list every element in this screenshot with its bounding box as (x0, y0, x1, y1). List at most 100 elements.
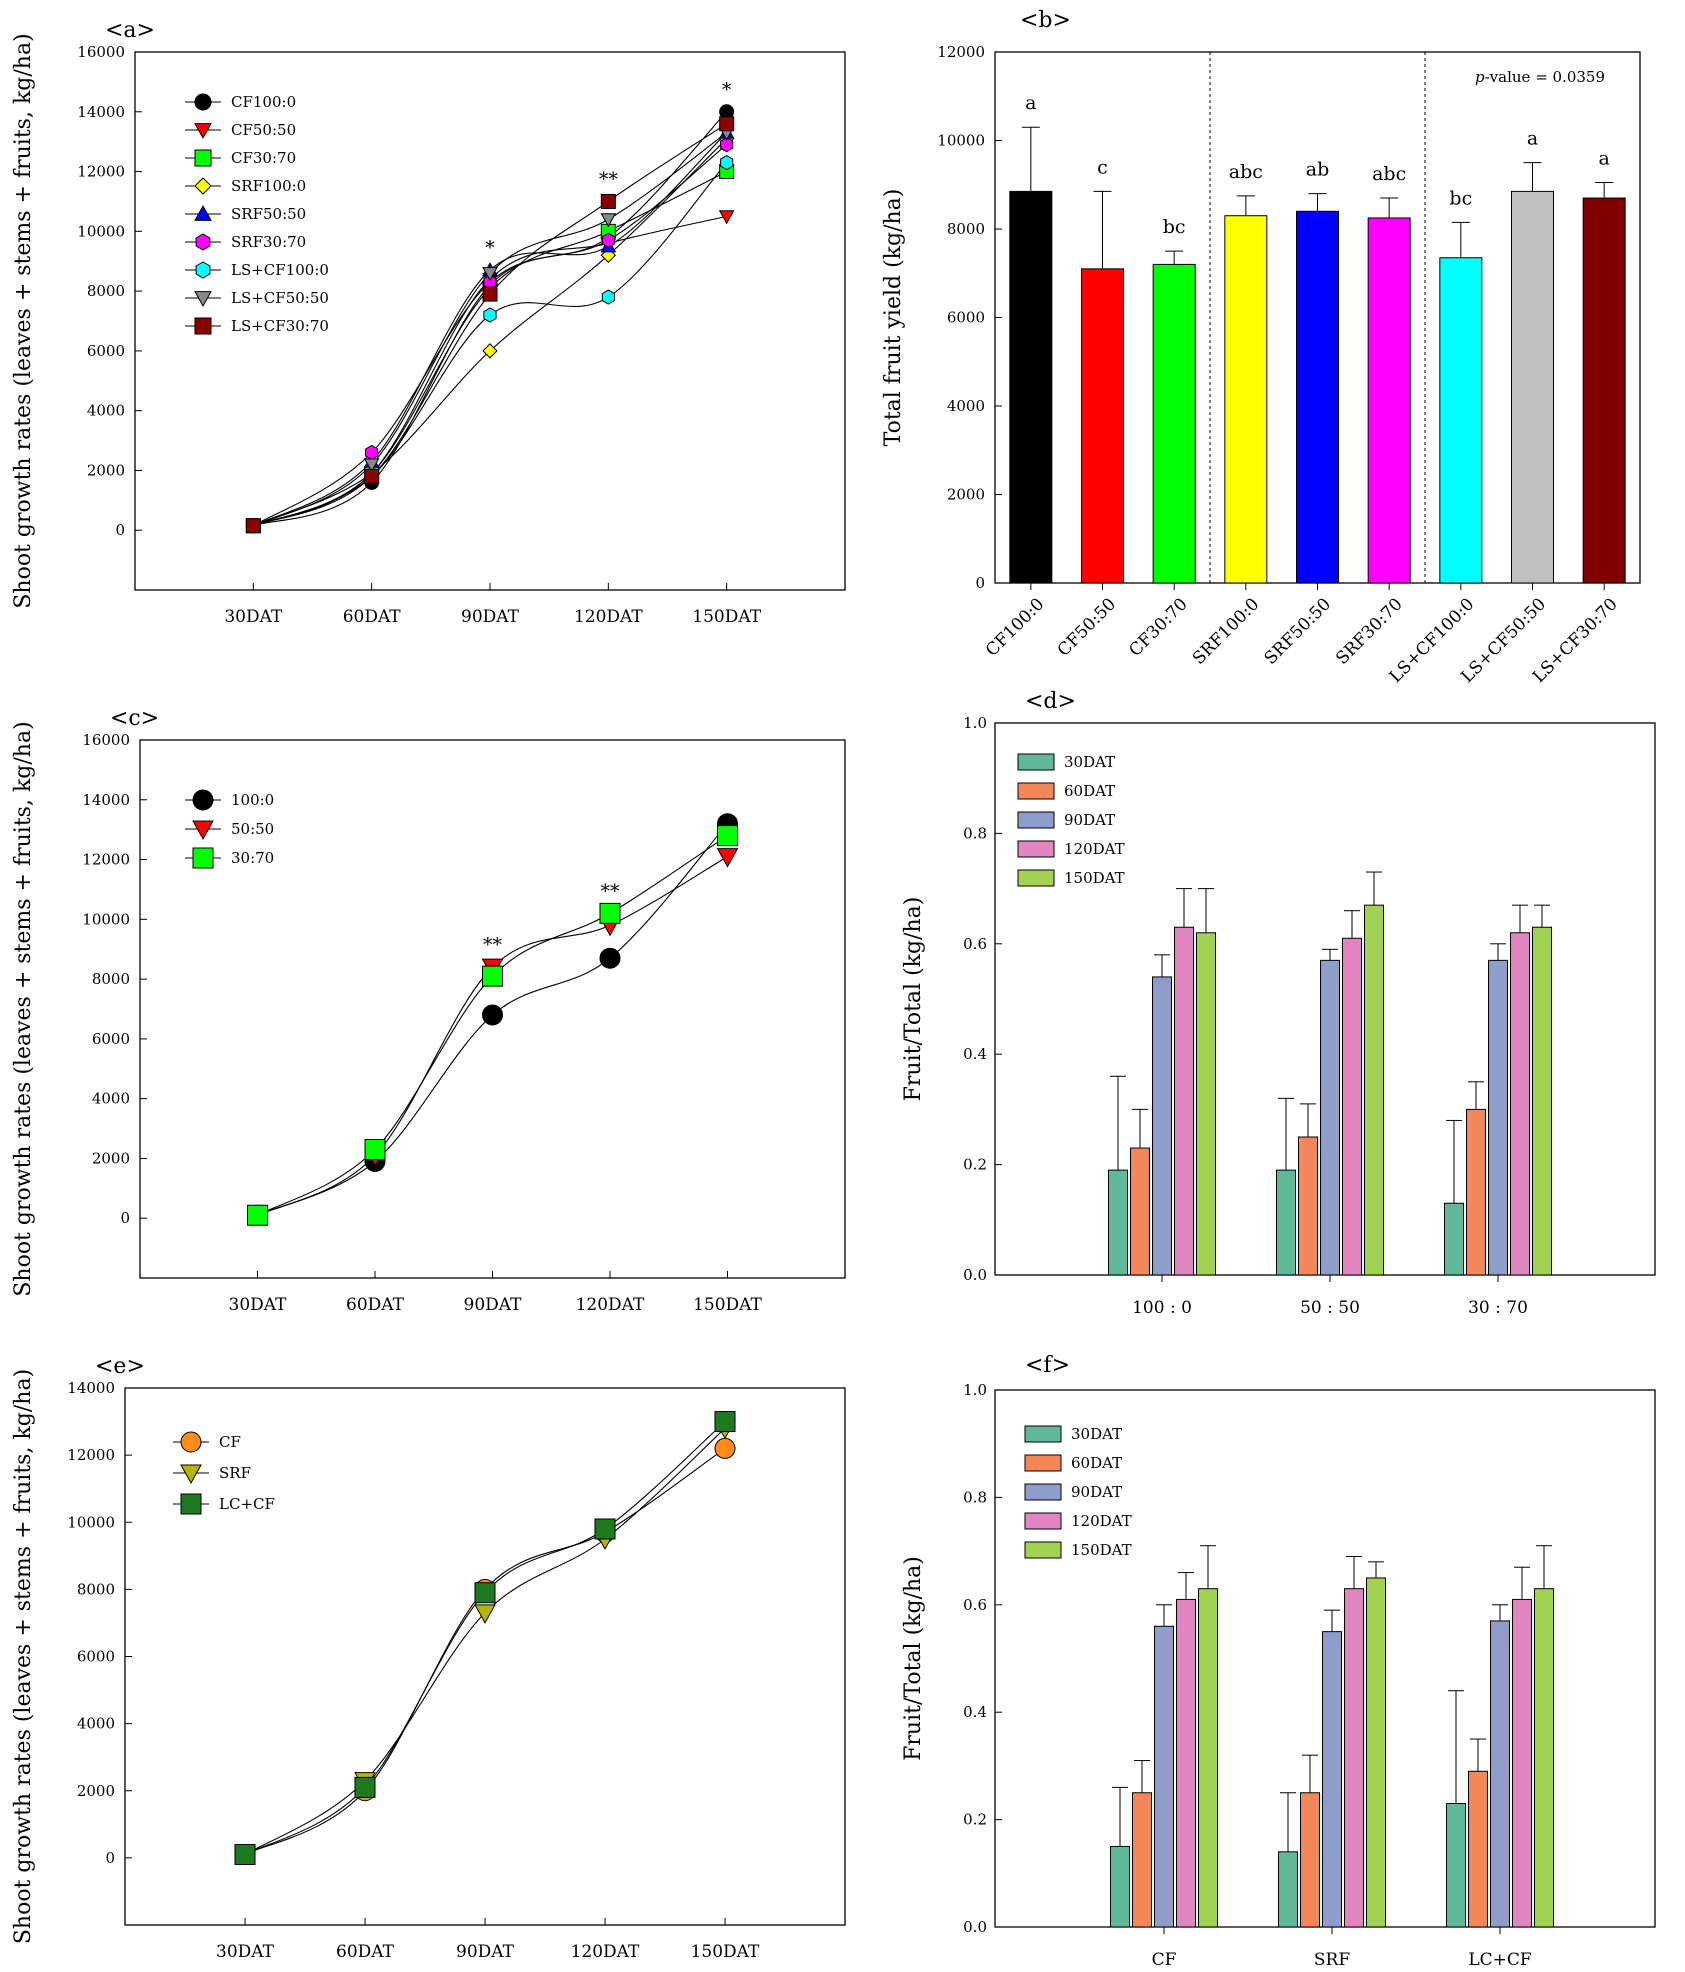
data-point-30:70 (364, 1138, 386, 1160)
bar-60DAT (1468, 1770, 1488, 1928)
bar-120DAT (1512, 1598, 1532, 1928)
bar-120DAT (1510, 932, 1530, 1276)
chart-panel-b: <b> Total fruit yield (kg/ha) 0 2000 4000 600… (881, 8, 1641, 687)
bar-30DAT (1110, 1845, 1130, 1928)
x-tick-label: 50 : 50 (1300, 1298, 1360, 1318)
legend-marker (180, 1493, 202, 1515)
data-point-LC+CF (234, 1844, 256, 1866)
y-tick-label: 14000 (82, 791, 130, 809)
data-point-30:70 (482, 965, 503, 987)
data-point-LS+CF30:70 (245, 518, 261, 534)
y-axis-label: Fruit/Total (kg/ha) (901, 1556, 926, 1761)
y-tick-label: 10000 (77, 222, 125, 240)
legend-label: SRF30:70 (231, 233, 306, 251)
bar-120DAT (1342, 937, 1362, 1276)
y-axis-label: Total fruit yield (kg/ha) (881, 189, 906, 447)
data-point-CF50:50 (718, 210, 735, 225)
legend-swatch (1024, 1425, 1062, 1443)
y-tick-label: 2000 (87, 461, 125, 479)
y-tick-label: 10000 (82, 910, 130, 928)
data-point-30:70 (717, 825, 738, 847)
bar-150DAT (1532, 926, 1552, 1276)
y-tick-label: 2000 (92, 1149, 130, 1167)
significance-letter: ab (1306, 159, 1330, 181)
data-point-LS+CF30:70 (364, 468, 380, 484)
x-tick-label: 60DAT (343, 607, 402, 627)
y-tick-label: 0.8 (963, 1488, 987, 1506)
data-point-SRF30:70 (720, 137, 734, 153)
significance-letter: abc (1372, 163, 1406, 185)
panel-label: <b> (1020, 8, 1071, 33)
y-tick-label: 0 (105, 1849, 115, 1867)
legend-marker (194, 291, 212, 308)
significance-letter: abc (1229, 161, 1263, 183)
legend-label: 100:0 (231, 791, 274, 809)
significance-letter: bc (1163, 216, 1186, 238)
legend-swatch (1024, 1454, 1062, 1472)
legend-swatch (1017, 840, 1055, 858)
significance-marker: * (485, 237, 495, 259)
bar-150DAT (1534, 1588, 1554, 1928)
legend-marker (194, 123, 212, 140)
bar-150DAT (1364, 904, 1384, 1276)
legend-label: LS+CF100:0 (231, 261, 329, 279)
bar-90DAT (1322, 1631, 1342, 1928)
bar-150DAT (1366, 1577, 1386, 1928)
y-tick-label: 2000 (77, 1782, 115, 1800)
legend-label: 30DAT (1064, 753, 1115, 771)
p-value-text: -value = 0.0359 (1485, 68, 1605, 86)
bar-LS+CF30:70 (1582, 197, 1626, 584)
data-point-LS+CF50:50 (600, 213, 617, 228)
legend-marker (195, 233, 211, 251)
legend-marker (194, 93, 212, 111)
legend-label: SRF (219, 1464, 251, 1482)
y-tick-label: 0.6 (963, 1596, 987, 1614)
legend-marker (195, 261, 211, 279)
data-point-SRF30:70 (601, 232, 615, 248)
bar-30DAT (1276, 1169, 1296, 1276)
y-tick-label: 0.8 (963, 824, 987, 842)
y-tick-label: 6000 (87, 342, 125, 360)
legend-swatch (1024, 1541, 1062, 1559)
legend-label: 150DAT (1071, 1541, 1132, 1559)
data-point-LC+CF (474, 1582, 496, 1604)
legend-label: 90DAT (1071, 1483, 1122, 1501)
y-tick-label: 0 (975, 574, 985, 592)
legend-marker (194, 149, 212, 167)
bar-90DAT (1152, 976, 1172, 1276)
y-tick-label: 2000 (947, 486, 985, 504)
y-tick-label: 4000 (77, 1715, 115, 1733)
legend-label: 30:70 (231, 849, 274, 867)
significance-letter: c (1097, 156, 1108, 178)
y-tick-label: 16000 (77, 43, 125, 61)
legend-swatch (1017, 782, 1055, 800)
y-tick-label: 8000 (947, 220, 985, 238)
bar-SRF100:0 (1224, 215, 1268, 584)
chart-panel-a: <a> Shoot growth rates (leaves + stems + … (11, 18, 846, 627)
x-tick-label: 120DAT (571, 1942, 640, 1962)
bar-90DAT (1154, 1625, 1174, 1928)
bar-LS+CF100:0 (1439, 257, 1483, 584)
bar-30DAT (1108, 1169, 1128, 1276)
y-tick-label: 14000 (67, 1379, 115, 1397)
bar-SRF30:70 (1367, 217, 1411, 584)
y-tick-label: 8000 (77, 1580, 115, 1598)
x-tick-label: CF50:50 (1054, 594, 1120, 660)
bar-120DAT (1174, 926, 1194, 1276)
x-tick-label: SRF (1314, 1950, 1350, 1970)
legend-label: 60DAT (1071, 1454, 1122, 1472)
x-tick-label: 120DAT (576, 1295, 645, 1315)
panel-label: <e> (95, 1354, 145, 1379)
data-point-CF (714, 1437, 736, 1459)
y-tick-label: 0 (120, 1209, 130, 1227)
x-tick-label: 30 : 70 (1468, 1298, 1528, 1318)
significance-letter: a (1527, 128, 1538, 150)
data-point-LS+CF50:50 (482, 267, 498, 282)
x-tick-label: SRF100:0 (1189, 594, 1263, 668)
legend-marker (192, 789, 214, 811)
data-point-LS+CF100:0 (720, 155, 734, 171)
x-tick-label: 150DAT (692, 607, 761, 627)
bar-60DAT (1300, 1792, 1320, 1928)
y-tick-label: 12000 (82, 851, 130, 869)
data-point-SRF30:70 (365, 444, 379, 461)
